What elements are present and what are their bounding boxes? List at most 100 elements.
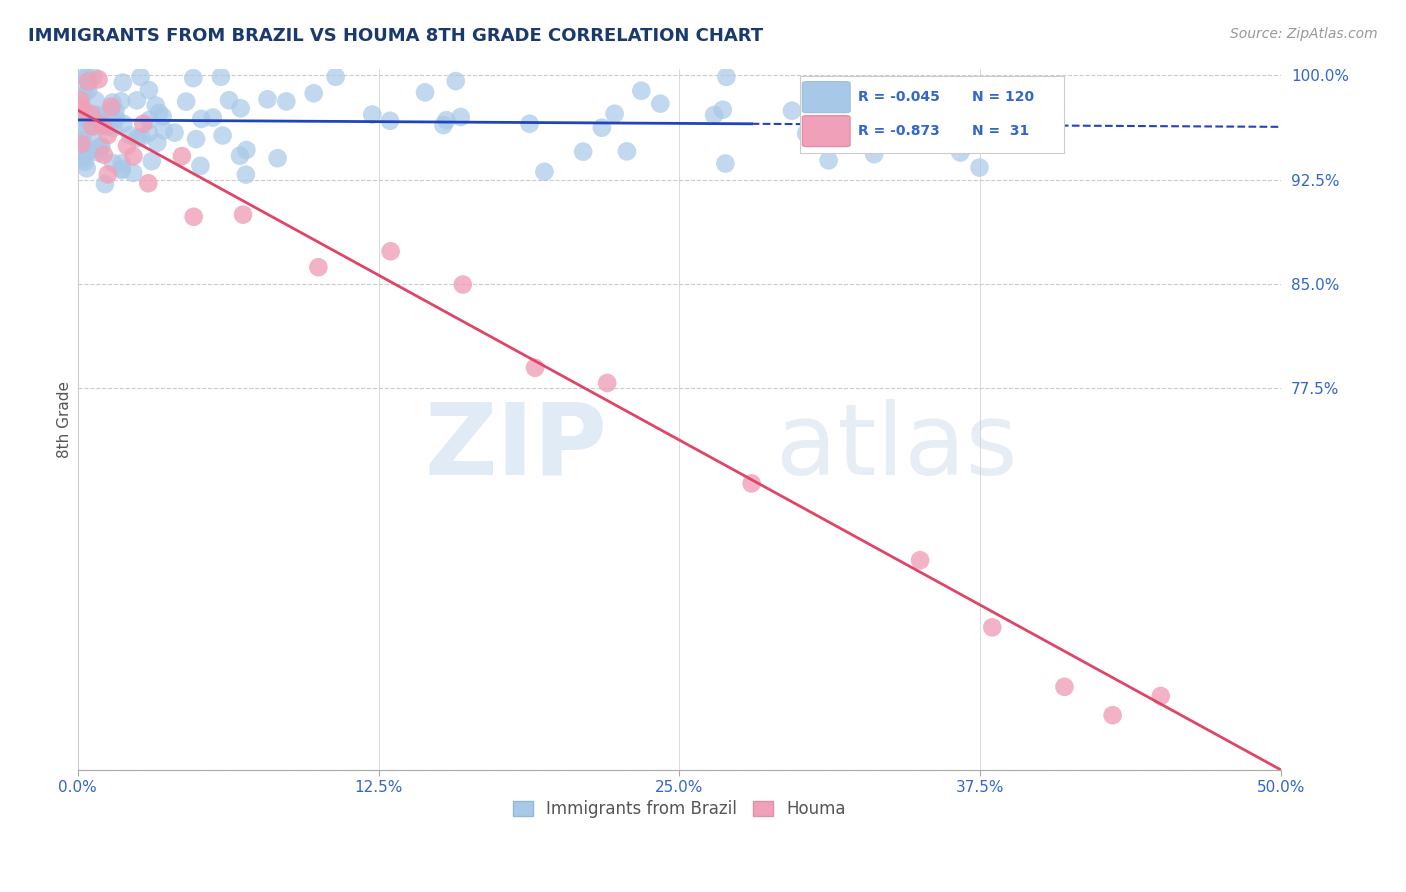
Point	[132, 117, 155, 131]
Point	[100, 103, 122, 118]
Point	[918, 103, 941, 117]
Point	[104, 103, 127, 118]
Point	[519, 117, 541, 131]
Point	[190, 159, 212, 173]
Point	[138, 112, 160, 127]
Point	[201, 111, 224, 125]
Point	[72, 101, 94, 115]
Text: IMMIGRANTS FROM BRAZIL VS HOUMA 8TH GRADE CORRELATION CHART: IMMIGRANTS FROM BRAZIL VS HOUMA 8TH GRAD…	[28, 27, 763, 45]
Point	[152, 110, 174, 124]
Point	[101, 156, 124, 170]
Point	[73, 70, 96, 84]
Point	[103, 120, 125, 135]
Text: atlas: atlas	[776, 399, 1018, 496]
Point	[969, 161, 991, 175]
Point	[72, 89, 94, 103]
Point	[209, 70, 232, 84]
Point	[72, 146, 94, 161]
Point	[451, 277, 474, 292]
Point	[450, 110, 472, 124]
Point	[533, 165, 555, 179]
Point	[780, 103, 803, 118]
Point	[101, 95, 124, 110]
Point	[111, 76, 134, 90]
Point	[524, 360, 547, 375]
Point	[77, 106, 100, 120]
Point	[380, 244, 402, 259]
Point	[76, 113, 98, 128]
Point	[229, 149, 252, 163]
Point	[122, 166, 145, 180]
Point	[170, 149, 193, 163]
Point	[190, 112, 212, 126]
Point	[794, 127, 817, 141]
Point	[77, 84, 100, 98]
Point	[70, 136, 93, 151]
Point	[184, 132, 207, 146]
Point	[82, 112, 104, 126]
Point	[76, 78, 98, 93]
Point	[136, 176, 159, 190]
Point	[859, 103, 882, 117]
Point	[138, 83, 160, 97]
Point	[152, 123, 174, 137]
Point	[148, 106, 170, 120]
Point	[276, 95, 298, 109]
Point	[73, 151, 96, 165]
Point	[183, 210, 205, 224]
Point	[72, 134, 94, 148]
Point	[77, 144, 100, 158]
Point	[122, 149, 145, 163]
Point	[82, 120, 104, 134]
Point	[936, 101, 959, 115]
Point	[69, 93, 91, 107]
Point	[413, 86, 436, 100]
Point	[174, 95, 197, 109]
Point	[163, 126, 186, 140]
Point	[145, 98, 167, 112]
Point	[75, 111, 97, 125]
Point	[711, 103, 734, 117]
Point	[146, 136, 169, 150]
Point	[129, 130, 152, 145]
Legend: Immigrants from Brazil, Houma: Immigrants from Brazil, Houma	[506, 794, 853, 825]
Point	[572, 145, 595, 159]
Point	[981, 620, 1004, 634]
Point	[87, 140, 110, 154]
Point	[84, 115, 107, 129]
Point	[235, 168, 257, 182]
Point	[125, 131, 148, 145]
Point	[129, 70, 152, 84]
Point	[76, 70, 98, 84]
Point	[72, 111, 94, 125]
Point	[863, 147, 886, 161]
Point	[603, 106, 626, 120]
Point	[72, 128, 94, 143]
Point	[650, 96, 672, 111]
Point	[115, 139, 138, 153]
Point	[235, 143, 257, 157]
Point	[70, 99, 93, 113]
Point	[72, 146, 94, 161]
Point	[325, 70, 347, 84]
Point	[111, 161, 134, 176]
Point	[112, 117, 135, 131]
Point	[817, 153, 839, 168]
Point	[69, 102, 91, 116]
Point	[72, 118, 94, 132]
Point	[82, 142, 104, 156]
Point	[110, 156, 132, 170]
Point	[1150, 689, 1173, 703]
Point	[94, 177, 117, 191]
Point	[256, 92, 278, 106]
Point	[949, 145, 972, 160]
Point	[432, 118, 454, 132]
Point	[76, 161, 98, 176]
Point	[931, 99, 953, 113]
Point	[211, 128, 233, 143]
Point	[823, 125, 845, 139]
Point	[86, 108, 108, 122]
Point	[100, 100, 122, 114]
Point	[83, 120, 105, 134]
Point	[93, 147, 115, 161]
